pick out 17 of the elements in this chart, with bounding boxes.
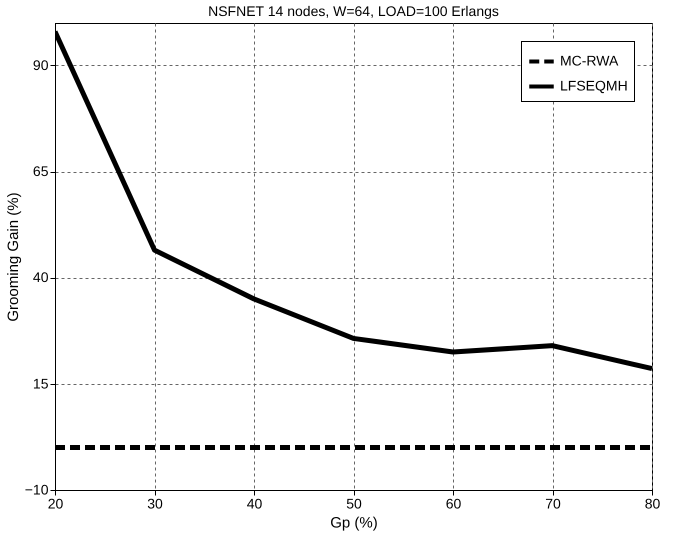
x-tick-label: 20	[48, 496, 64, 512]
x-axis-title: Gp (%)	[330, 514, 378, 532]
x-tick-label: 30	[147, 496, 163, 512]
y-tick-label: 90	[32, 56, 49, 73]
y-tick-label: −10	[24, 482, 49, 498]
legend-label: LFSEQMH	[560, 78, 628, 94]
x-tick-label: 80	[644, 496, 660, 512]
y-tick-label: 40	[32, 269, 49, 286]
x-tick-label: 50	[346, 496, 362, 512]
legend-label: MC-RWA	[560, 52, 619, 68]
x-tick-label: 40	[246, 496, 262, 512]
y-axis-title: Grooming Gain (%)	[4, 192, 22, 322]
chart-title: NSFNET 14 nodes, W=64, LOAD=100 Erlangs	[208, 3, 499, 19]
x-tick-label: 70	[545, 496, 561, 512]
x-tick-label: 60	[446, 496, 462, 512]
y-tick-label: 15	[32, 375, 49, 392]
y-tick-label: 65	[32, 163, 49, 180]
